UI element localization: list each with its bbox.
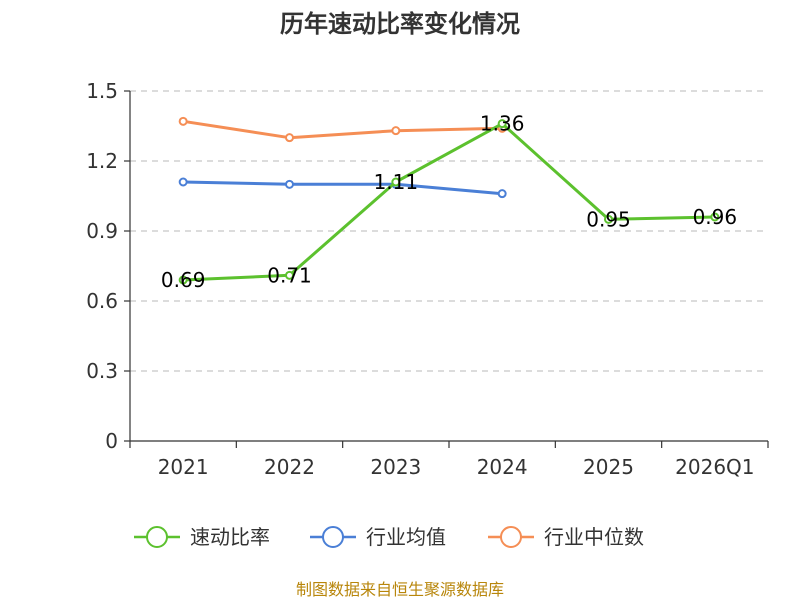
x-tick-label: 2024 xyxy=(477,455,528,479)
x-tick-label: 2025 xyxy=(583,455,634,479)
data-label: 1.36 xyxy=(480,112,525,136)
source-note: 制图数据来自恒生聚源数据库 xyxy=(296,580,504,599)
legend: 速动比率 行业均值 行业中位数 xyxy=(134,525,644,549)
data-point xyxy=(497,189,507,199)
data-point xyxy=(285,270,294,280)
data-point xyxy=(178,275,188,285)
series-line-2 xyxy=(182,119,503,140)
legend-item: 行业中位数 xyxy=(488,525,644,549)
legend-label: 行业均值 xyxy=(366,525,446,549)
data-point xyxy=(285,179,294,189)
x-tick-label: 2022 xyxy=(264,455,315,479)
legend-marker xyxy=(322,526,344,548)
x-tick-label: 2021 xyxy=(158,455,209,479)
x-tick-label: 2026Q1 xyxy=(675,455,754,479)
y-tick-label: 0.9 xyxy=(86,219,118,243)
chart-title: 历年速动比率变化情况 xyxy=(280,10,520,38)
data-point xyxy=(497,119,507,129)
data-point xyxy=(710,212,720,222)
y-tick-label: 1.2 xyxy=(86,149,118,173)
legend-label: 速动比率 xyxy=(190,525,270,549)
axes: 0 0.3 0.6 0.9 1.2 1.5 2021 2022 2023 2024 2025 2026… xyxy=(86,79,769,479)
data-labels: 0.69 0.71 1.11 1.36 0.95 0.96 xyxy=(161,112,737,292)
y-tick-label: 0.3 xyxy=(86,359,118,383)
x-tick-label: 2023 xyxy=(370,455,421,479)
grid-lines xyxy=(130,90,768,372)
y-tick-label: 0.6 xyxy=(86,289,118,313)
data-point xyxy=(604,214,613,224)
legend-label: 行业中位数 xyxy=(544,525,644,549)
data-point xyxy=(285,133,294,143)
data-point xyxy=(391,126,401,136)
series-line-1 xyxy=(183,180,503,196)
y-tick-label: 1.5 xyxy=(86,79,118,103)
data-label: 0.95 xyxy=(586,207,631,231)
data-label: 0.69 xyxy=(161,268,206,292)
legend-item: 速动比率 xyxy=(134,525,270,549)
series-group xyxy=(178,116,720,285)
data-label: 0.71 xyxy=(267,263,312,287)
data-point xyxy=(178,116,188,126)
data-label: 1.11 xyxy=(374,170,419,194)
data-label: 0.96 xyxy=(693,205,738,229)
legend-item: 行业均值 xyxy=(310,525,446,549)
data-point xyxy=(391,177,401,187)
data-point xyxy=(178,177,188,187)
legend-marker xyxy=(146,526,168,548)
legend-marker xyxy=(500,526,522,548)
series-line-0 xyxy=(183,122,715,282)
y-tick-label: 0 xyxy=(105,429,118,453)
